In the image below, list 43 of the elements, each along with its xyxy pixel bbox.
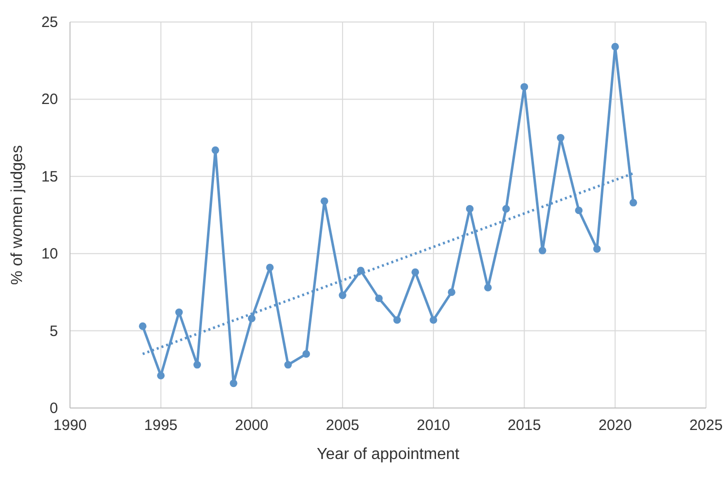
point — [556, 134, 564, 142]
point — [593, 245, 601, 253]
point — [284, 360, 292, 369]
point — [484, 284, 492, 292]
x-axis-title: Year of appointment — [316, 446, 460, 463]
x-tick-label: 1995 — [144, 417, 178, 434]
point — [157, 372, 165, 380]
x-tick-label: 2000 — [235, 417, 268, 434]
y-axis-title: % of women judges — [9, 145, 26, 285]
y-tick-label: 15 — [41, 168, 58, 186]
y-tick-label: 0 — [50, 400, 58, 417]
point — [175, 308, 183, 316]
point — [502, 205, 510, 213]
point — [630, 198, 638, 206]
y-tick-label: 25 — [41, 14, 58, 31]
point — [248, 314, 256, 322]
point — [611, 42, 619, 50]
point — [575, 206, 583, 214]
point — [193, 360, 201, 369]
x-tick-label: 2020 — [598, 417, 632, 434]
y-tick-label: 5 — [50, 322, 58, 340]
y-tick-label: 20 — [41, 91, 58, 108]
point — [520, 83, 528, 91]
point — [430, 316, 438, 324]
point — [266, 264, 274, 272]
point — [212, 146, 220, 154]
point — [338, 292, 346, 300]
point — [375, 294, 383, 302]
y-tick-label: 10 — [41, 246, 58, 263]
x-tick-label: 2005 — [326, 417, 360, 434]
point — [138, 322, 146, 330]
x-tick-label: 2015 — [508, 417, 541, 434]
point — [302, 350, 310, 358]
point — [466, 205, 474, 213]
x-tick-label: 1990 — [53, 417, 87, 434]
x-tick-label: 2010 — [416, 417, 450, 434]
x-tick-label: 2025 — [689, 417, 723, 434]
point — [230, 380, 238, 388]
point — [411, 268, 420, 276]
point — [393, 316, 401, 324]
point — [320, 197, 328, 205]
point — [448, 288, 456, 296]
point — [538, 246, 546, 254]
